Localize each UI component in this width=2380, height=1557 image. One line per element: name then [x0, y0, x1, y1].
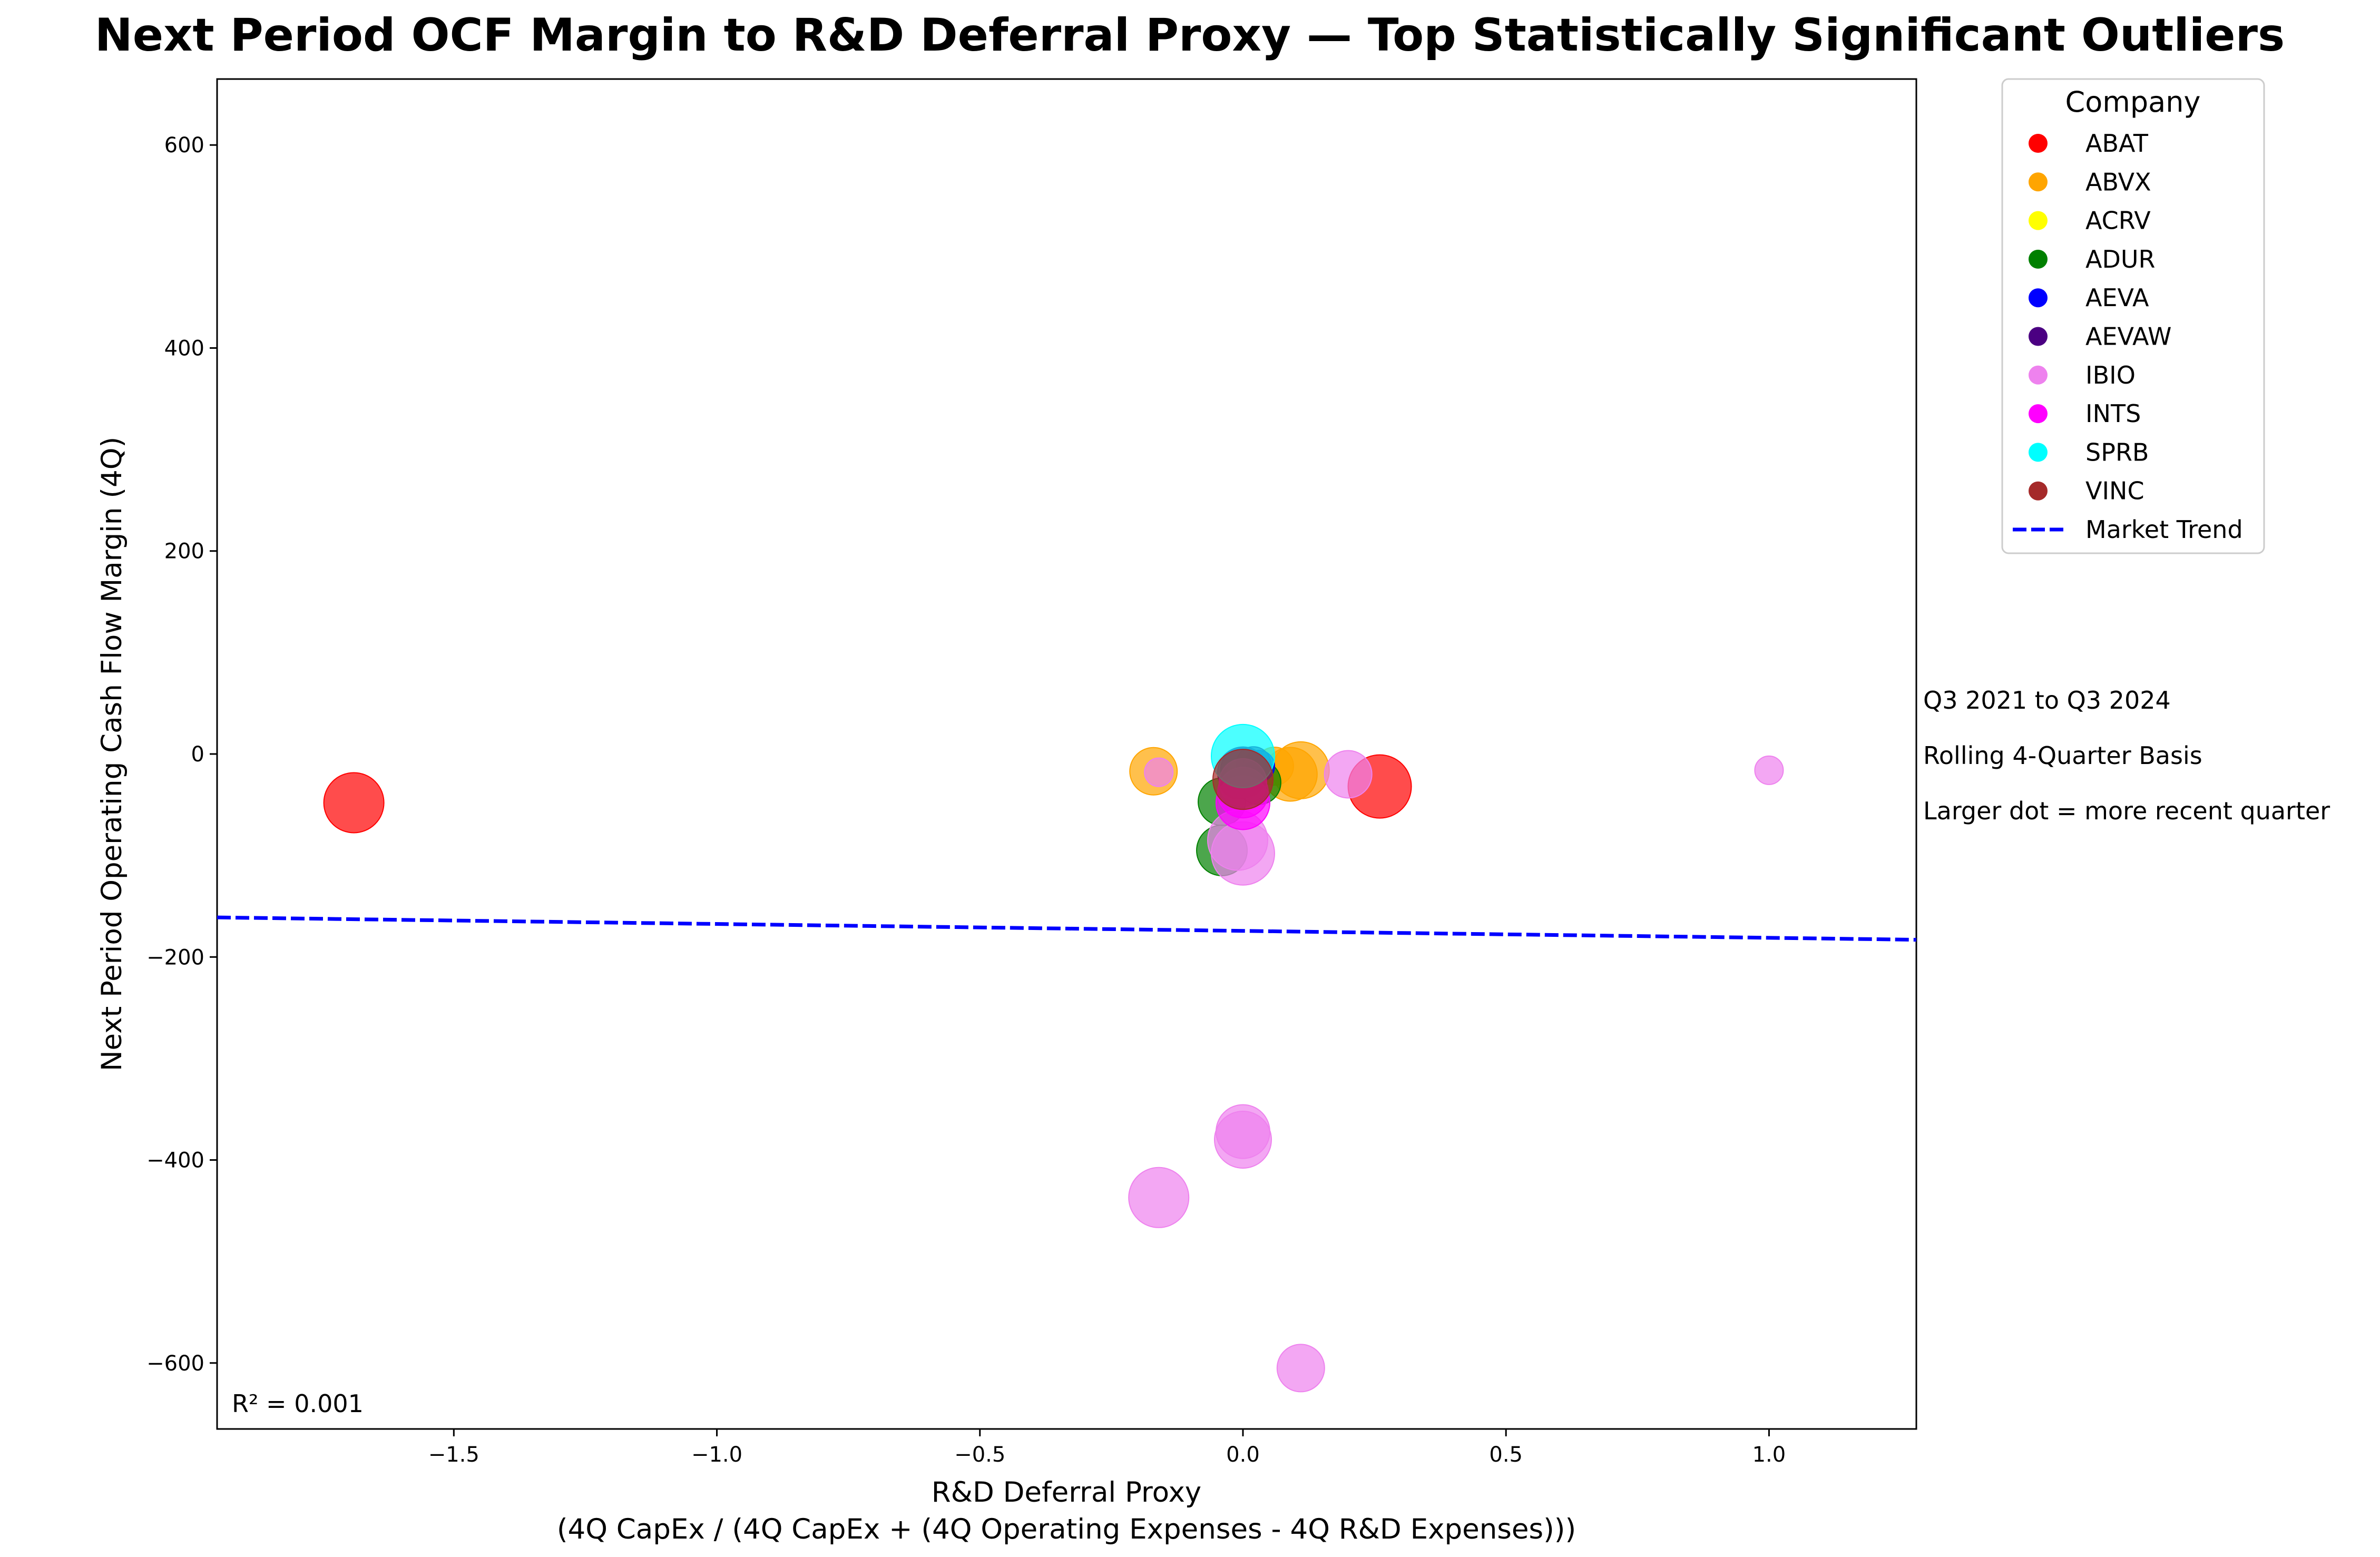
chart-title: Next Period OCF Margin to R&D Deferral P…	[95, 9, 2285, 62]
point-ibio	[1754, 755, 1784, 785]
x-tick-label: 0.0	[1226, 1443, 1260, 1467]
y-axis-ticks: 600 400 200 0 −200 −400 −600	[146, 133, 217, 1376]
annotation-text: Q3 2021 to Q3 2024	[1923, 686, 2171, 714]
point-ibio	[1128, 1167, 1190, 1228]
y-tick-label: 0	[191, 742, 204, 767]
x-axis-ticks: −1.5 −1.0 −0.5 0.0 0.5 1.0	[428, 1429, 1786, 1467]
legend-marker-abvx	[2029, 172, 2048, 192]
legend-label: ACRV	[2085, 207, 2151, 235]
legend-items: ABAT ABVX ACRV ADUR AEVA AEVAW IBIO INTS SPRB VIN…	[2013, 129, 2243, 544]
legend-marker-aeva	[2029, 288, 2048, 308]
x-axis-label-formula: (4Q CapEx / (4Q CapEx + (4Q Operating Ex…	[557, 1513, 1576, 1545]
y-tick-label: −400	[146, 1149, 204, 1173]
y-tick-label: −600	[146, 1352, 204, 1376]
legend-title: Company	[2065, 85, 2201, 119]
legend-label: INTS	[2085, 399, 2141, 428]
legend-label: IBIO	[2085, 361, 2136, 389]
point-vinc	[1212, 749, 1274, 810]
plot-area	[216, 78, 1917, 1430]
point-ibio	[1210, 821, 1275, 886]
x-axis-label: R&D Deferral Proxy	[932, 1476, 1201, 1509]
annotations: Q3 2021 to Q3 2024 Rolling 4-Quarter Basi…	[1923, 686, 2330, 825]
legend-marker-ibio	[2029, 365, 2048, 385]
legend-label: ABAT	[2085, 129, 2149, 158]
y-tick-label: 200	[164, 540, 204, 564]
y-axis-label: Next Period Operating Cash Flow Margin (…	[96, 437, 128, 1071]
point-abat	[323, 772, 385, 834]
legend-marker-acrv	[2029, 211, 2048, 230]
legend-label: AEVA	[2085, 283, 2149, 312]
legend-marker-vinc	[2029, 481, 2048, 501]
point-ibio	[1213, 1111, 1272, 1169]
legend-box	[2001, 78, 2265, 554]
legend-marker-adur	[2029, 249, 2048, 269]
x-tick-label: 0.5	[1489, 1443, 1523, 1467]
market-trend-line	[217, 915, 1917, 942]
point-ibio	[1276, 1344, 1325, 1393]
y-tick-label: 600	[164, 133, 204, 158]
legend-label: ADUR	[2085, 245, 2156, 273]
points-layer	[323, 723, 1784, 1393]
legend-label: SPRB	[2085, 438, 2149, 466]
legend-label: ABVX	[2085, 168, 2151, 196]
y-tick-label: 400	[164, 336, 204, 360]
trend-layer	[217, 915, 1917, 942]
x-tick-label: −1.0	[691, 1443, 742, 1467]
point-ibio	[1324, 750, 1373, 799]
legend: Company ABAT ABVX ACRV ADUR AEVA AEVAW IBIO INT…	[2001, 78, 2265, 554]
legend-marker-abat	[2029, 134, 2048, 153]
r-squared-label: R² = 0.001	[232, 1389, 364, 1418]
legend-marker-sprb	[2029, 443, 2048, 462]
x-tick-label: −1.5	[428, 1443, 479, 1467]
y-tick-label: −200	[146, 945, 204, 970]
x-tick-label: 1.0	[1752, 1443, 1786, 1467]
legend-label: VINC	[2085, 477, 2144, 505]
legend-marker-aevaw	[2029, 327, 2048, 346]
annotation-text: Rolling 4-Quarter Basis	[1923, 741, 2202, 770]
legend-marker-ints	[2029, 404, 2048, 424]
x-tick-label: −0.5	[954, 1443, 1005, 1467]
point-ibio	[1144, 757, 1174, 787]
legend-label: AEVAW	[2085, 322, 2172, 351]
annotation-text: Larger dot = more recent quarter	[1923, 797, 2330, 825]
legend-label: Market Trend	[2085, 515, 2243, 544]
